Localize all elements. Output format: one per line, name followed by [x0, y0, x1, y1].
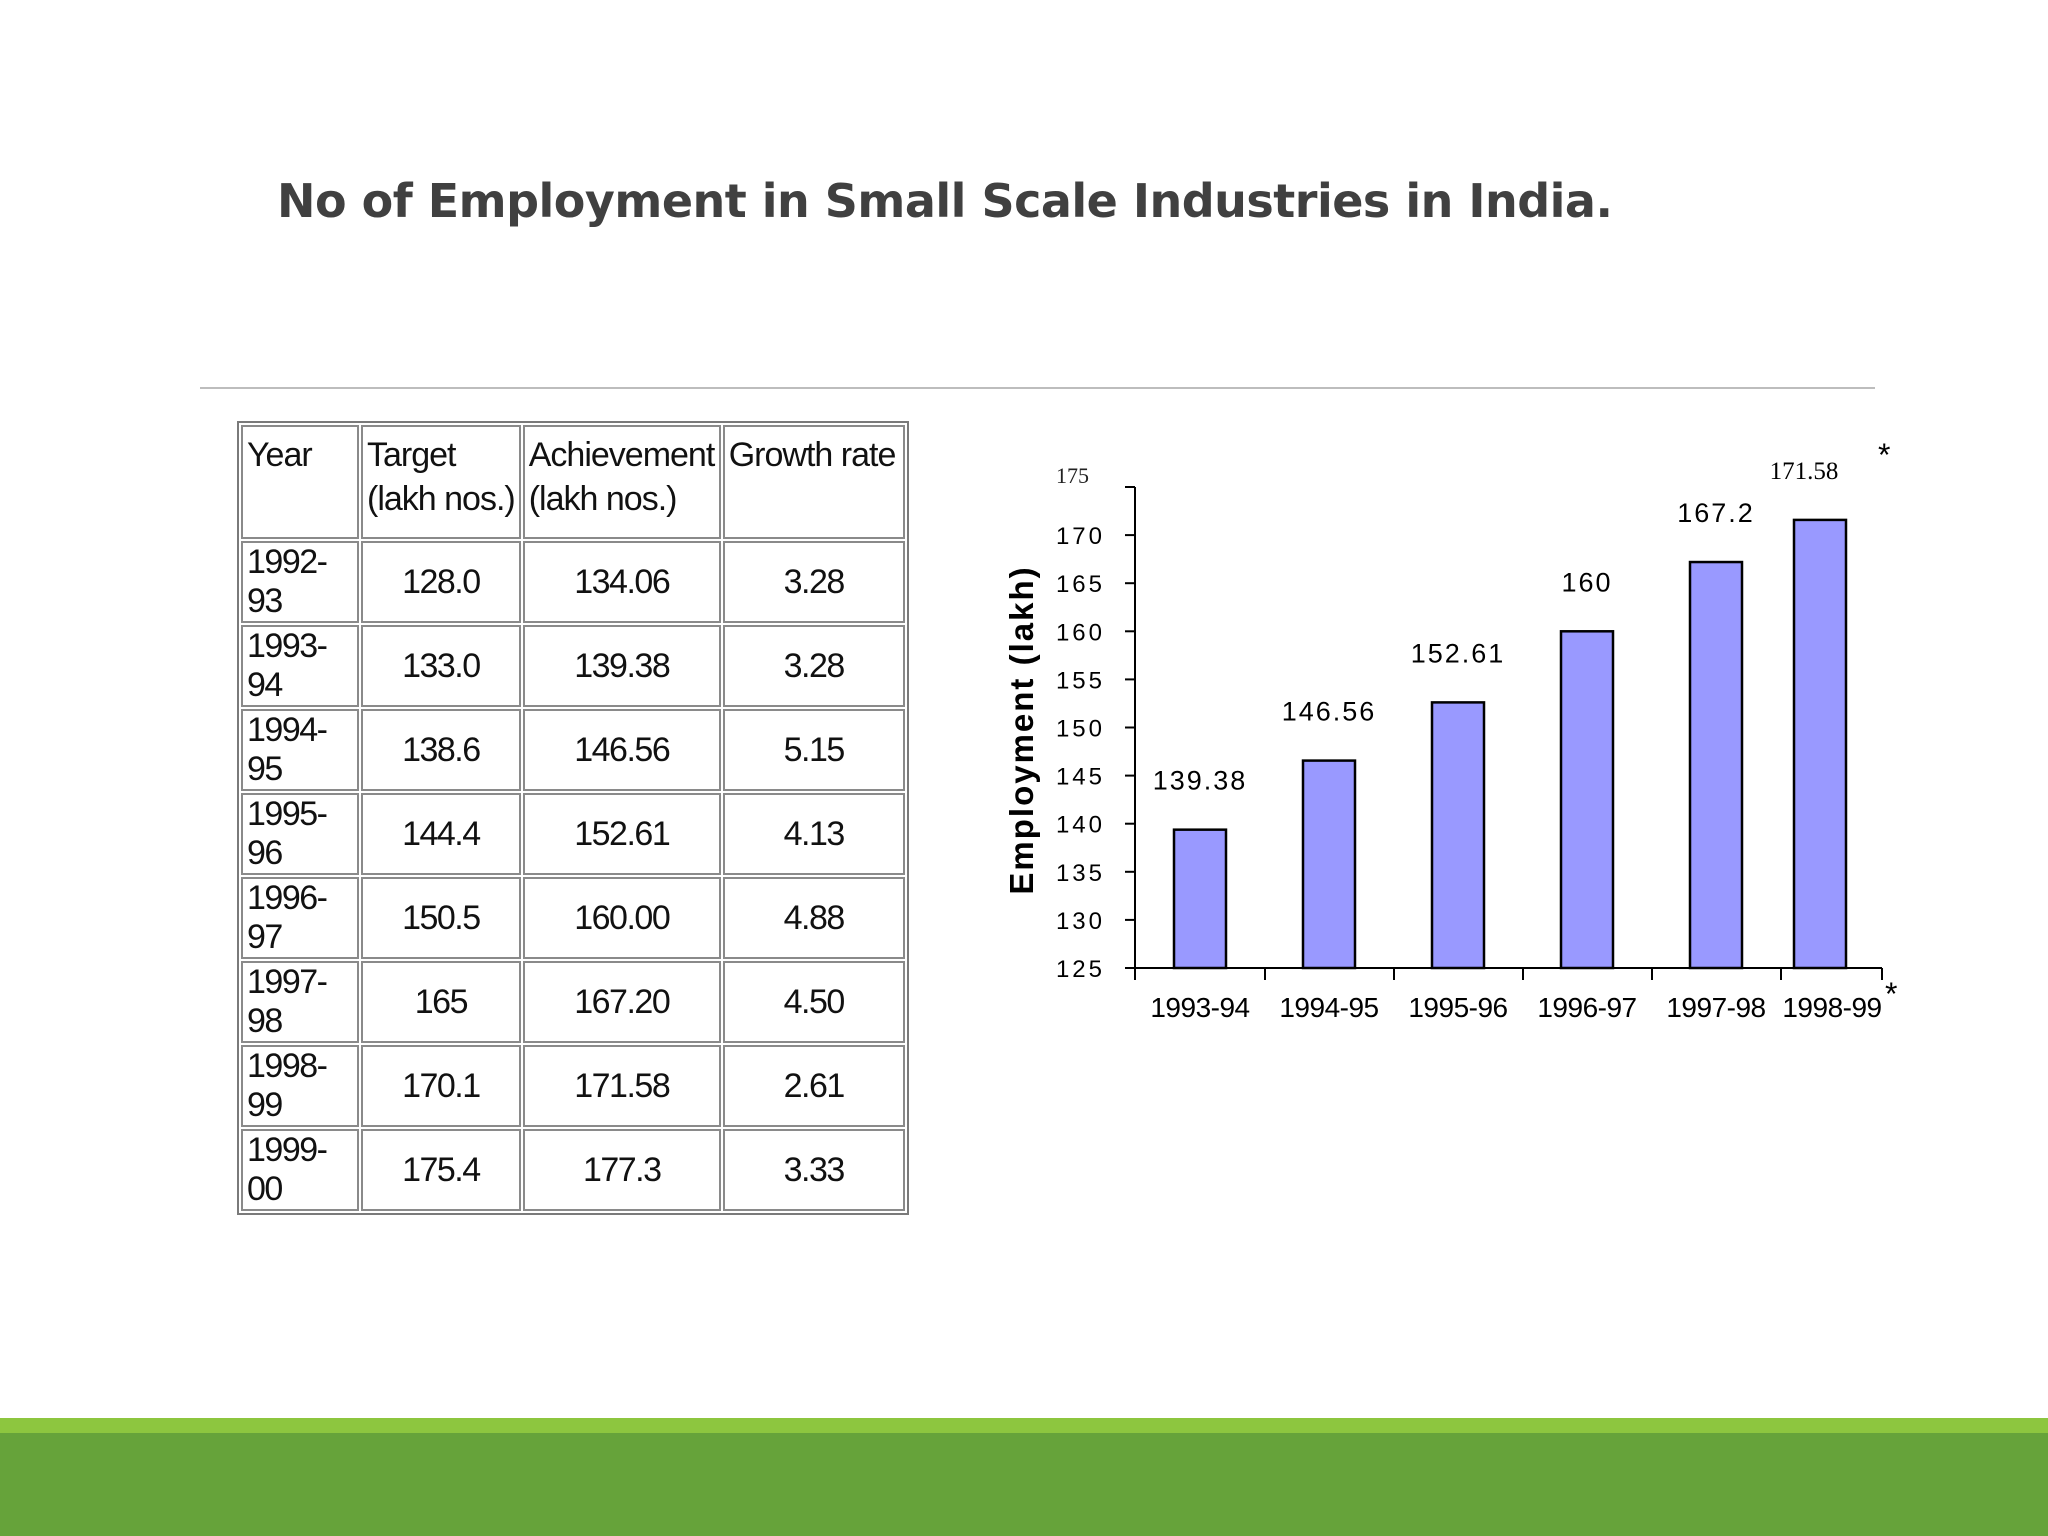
data-label: 171.58: [1770, 458, 1839, 485]
cell-achievement: 134.06: [522, 541, 721, 623]
footer-band-dark: [0, 1433, 2048, 1536]
cell-achievement: 171.58: [522, 1045, 721, 1127]
y-tick-label: 170: [1056, 523, 1105, 550]
cell-achievement: 167.20: [522, 961, 721, 1043]
employment-table: Year Target (lakh nos.) Achievement (lak…: [237, 421, 909, 1215]
x-tick-label: 1993-94: [1150, 992, 1249, 1023]
x-tick-label: 1994-95: [1279, 992, 1378, 1023]
cell-year: 1994-95: [241, 709, 359, 791]
cell-achievement: 146.56: [522, 709, 721, 791]
data-label: 160: [1561, 567, 1612, 597]
bar: [1792, 518, 1848, 970]
cell-growth-rate: 3.28: [722, 625, 905, 707]
bar: [1172, 828, 1228, 970]
x-tick-label: 1998-99: [1782, 992, 1881, 1023]
header-growth-rate: Growth rate: [722, 425, 905, 539]
table-row: 1994-95 138.6 146.56 5.15: [241, 709, 905, 791]
cell-target: 133.0: [361, 625, 521, 707]
y-axis-label: Employment (lakh): [1003, 565, 1040, 894]
cell-achievement: 160.00: [522, 877, 721, 959]
header-target: Target (lakh nos.): [361, 425, 521, 539]
header-year: Year: [241, 425, 359, 539]
cell-growth-rate: 5.15: [722, 709, 905, 791]
cell-year: 1997-98: [241, 961, 359, 1043]
cell-achievement: 177.3: [522, 1129, 721, 1211]
cell-growth-rate: 3.33: [722, 1129, 905, 1211]
cell-target: 165: [361, 961, 521, 1043]
y-tick-label: 150: [1056, 716, 1105, 743]
cell-target: 150.5: [361, 877, 521, 959]
employment-bar-chart: Employment (lakh) 125 130 135 140 145 150 155 1…: [1003, 437, 1897, 1023]
cell-target: 128.0: [361, 541, 521, 623]
table-row: 1996-97 150.5 160.00 4.88: [241, 877, 905, 959]
cell-growth-rate: 2.61: [722, 1045, 905, 1127]
title-divider: [200, 387, 1875, 389]
cell-target: 138.6: [361, 709, 521, 791]
data-label: 146.56: [1282, 697, 1377, 727]
table-row: 1999-00 175.4 177.3 3.33: [241, 1129, 905, 1211]
cell-year: 1998-99: [241, 1045, 359, 1127]
y-tick-label: 130: [1056, 908, 1105, 935]
y-tick-label: 145: [1056, 764, 1105, 791]
cell-growth-rate: 3.28: [722, 541, 905, 623]
y-tick-label: 155: [1056, 667, 1105, 694]
cell-growth-rate: 4.50: [722, 961, 905, 1043]
y-tick-label: 125: [1056, 956, 1105, 983]
x-tick-label: 1995-96: [1408, 992, 1507, 1023]
table-row: 1992-93 128.0 134.06 3.28: [241, 541, 905, 623]
cell-target: 144.4: [361, 793, 521, 875]
bar: [1301, 759, 1357, 970]
bar: [1688, 560, 1744, 970]
cell-growth-rate: 4.88: [722, 877, 905, 959]
table-body: 1992-93 128.0 134.06 3.28 1993-94 133.0 139.38…: [241, 541, 905, 1211]
table-header-row: Year Target (lakh nos.) Achievement (lak…: [241, 425, 905, 539]
cell-target: 170.1: [361, 1045, 521, 1127]
data-label: 152.61: [1411, 638, 1506, 668]
y-tick-label: 140: [1056, 812, 1105, 839]
bar: [1430, 701, 1486, 970]
cell-achievement: 139.38: [522, 625, 721, 707]
cell-target: 175.4: [361, 1129, 521, 1211]
cell-year: 1996-97: [241, 877, 359, 959]
y-tick-label: 135: [1056, 860, 1105, 887]
cell-achievement: 152.61: [522, 793, 721, 875]
cell-year: 1995-96: [241, 793, 359, 875]
x-tick-label-marker: *: [1885, 976, 1897, 1012]
bar: [1559, 630, 1615, 970]
table-row: 1997-98 165 167.20 4.50: [241, 961, 905, 1043]
header-achievement: Achievement (lakh nos.): [522, 425, 721, 539]
table-row: 1993-94 133.0 139.38 3.28: [241, 625, 905, 707]
data-label-marker: *: [1878, 437, 1890, 473]
cell-year: 1992-93: [241, 541, 359, 623]
y-tick-label: 160: [1056, 619, 1105, 646]
x-tick-label: 1997-98: [1666, 992, 1765, 1023]
data-label: 167.2: [1677, 498, 1755, 528]
cell-year: 1999-00: [241, 1129, 359, 1211]
cell-year: 1993-94: [241, 625, 359, 707]
y-tick-label: 165: [1056, 571, 1105, 598]
data-label: 139.38: [1153, 766, 1248, 796]
cell-growth-rate: 4.13: [722, 793, 905, 875]
table-row: 1998-99 170.1 171.58 2.61: [241, 1045, 905, 1127]
y-top-tick-label: 175: [1056, 463, 1089, 488]
x-tick-label: 1996-97: [1537, 992, 1636, 1023]
table-row: 1995-96 144.4 152.61 4.13: [241, 793, 905, 875]
slide-title: No of Employment in Small Scale Industri…: [277, 174, 1613, 228]
footer-band-light: [0, 1418, 2048, 1433]
